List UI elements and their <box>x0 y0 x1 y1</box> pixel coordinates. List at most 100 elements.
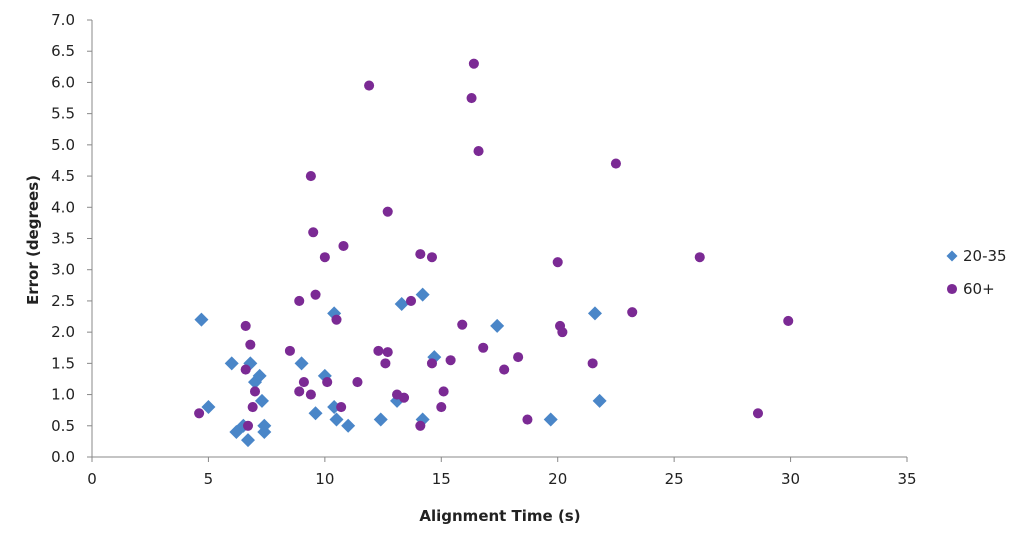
y-tick-label: 0.5 <box>51 417 75 435</box>
circle-point <box>627 307 638 318</box>
y-tick-label: 5.5 <box>51 105 75 123</box>
legend-item: 20-35 <box>946 247 1007 265</box>
circle-point <box>294 295 305 306</box>
y-tick-label: 0.0 <box>51 448 75 466</box>
series-60+ <box>194 58 794 431</box>
circle-point <box>415 420 426 431</box>
y-tick-label: 1.0 <box>51 386 75 404</box>
diamond-point <box>415 287 430 302</box>
circle-point <box>249 386 261 397</box>
diamond-point <box>257 425 272 440</box>
circle-point <box>242 420 254 431</box>
y-tick-label: 3.5 <box>51 230 75 248</box>
circle-point <box>336 402 347 413</box>
legend-label: 60+ <box>963 280 995 298</box>
diamond-point <box>294 356 309 371</box>
circle-point <box>405 295 417 306</box>
legend: 20-35 60+ <box>946 247 1007 298</box>
x-axis-title: Alignment Time (s) <box>419 507 580 525</box>
circle-point <box>445 355 456 366</box>
circle-point <box>298 377 309 388</box>
circle-point <box>478 342 489 353</box>
diamond-point <box>587 306 602 321</box>
circle-point <box>468 58 479 69</box>
circle-point <box>373 345 384 356</box>
diamond-point <box>224 356 239 371</box>
circle-point <box>240 320 251 331</box>
diamond-point <box>394 297 409 312</box>
circle-point <box>380 358 391 369</box>
circle-point <box>322 377 333 388</box>
x-tick-label: 30 <box>781 470 800 488</box>
diamond-point <box>252 368 267 383</box>
circle-point <box>310 289 321 300</box>
circle-point <box>694 252 705 263</box>
diamond-point <box>490 318 505 333</box>
diamond-point <box>373 412 388 427</box>
circle-point <box>499 364 510 375</box>
y-tick-label: 2.0 <box>51 323 75 341</box>
y-tick-label: 4.0 <box>51 198 75 216</box>
y-tick-label: 1.5 <box>51 354 75 372</box>
circle-point <box>426 252 438 263</box>
legend-marker <box>946 283 958 295</box>
series-20-35 <box>194 287 607 448</box>
diamond-point <box>254 393 269 408</box>
circle-point <box>466 92 477 104</box>
diamond-point <box>194 312 209 327</box>
diamond-point <box>543 412 558 427</box>
x-tick-label: 25 <box>665 470 684 488</box>
y-tick-label: 6.0 <box>51 73 75 91</box>
circle-point <box>352 377 363 388</box>
circle-point <box>247 402 258 413</box>
circle-point <box>305 389 316 400</box>
circle-point <box>783 315 794 326</box>
y-tick-label: 3.0 <box>51 261 75 279</box>
circle-point <box>240 364 251 375</box>
circle-point <box>436 402 447 413</box>
legend-label: 20-35 <box>963 247 1007 265</box>
circle-point <box>557 327 568 338</box>
circle-point <box>752 408 764 419</box>
circle-point <box>438 386 449 397</box>
y-tick-label: 7.0 <box>51 11 75 29</box>
diamond-point <box>308 406 323 421</box>
axes: 0.0 0.5 1.0 1.5 2.0 2.5 3.0 3.5 4.0 4.5 5.0 5.5 6.0 6… <box>51 11 916 488</box>
y-tick-label: 6.5 <box>51 42 75 60</box>
legend-marker <box>946 250 958 262</box>
circle-point <box>398 392 410 403</box>
diamond-point <box>341 418 356 433</box>
x-tick-label: 35 <box>897 470 916 488</box>
diamond-point <box>241 433 256 448</box>
circle-point <box>284 345 295 356</box>
circle-point <box>294 386 305 397</box>
circle-point <box>364 80 375 91</box>
circle-point <box>338 240 349 252</box>
data-points <box>194 58 794 448</box>
y-tick-label: 2.5 <box>51 292 75 310</box>
circle-point <box>319 252 330 263</box>
x-tick-label: 20 <box>548 470 567 488</box>
diamond-point <box>592 393 607 408</box>
circle-point <box>415 249 426 260</box>
circle-point <box>382 347 393 358</box>
circle-point <box>552 257 563 268</box>
circle-point <box>305 171 316 182</box>
circle-point <box>331 314 342 325</box>
circle-point <box>194 408 205 419</box>
circle-point <box>426 358 438 369</box>
x-tick-label: 15 <box>432 470 451 488</box>
circle-point <box>473 146 484 157</box>
circle-point <box>513 352 524 363</box>
diamond-point <box>201 400 216 415</box>
circle-point <box>587 358 598 369</box>
circle-point <box>610 158 621 169</box>
circle-point <box>382 206 393 217</box>
y-tick-label: 5.0 <box>51 136 75 154</box>
legend-item: 60+ <box>946 280 995 298</box>
x-tick-label: 0 <box>87 470 97 488</box>
y-axis-title: Error (degrees) <box>24 175 42 305</box>
circle-point <box>522 414 533 425</box>
x-tick-label: 5 <box>204 470 214 488</box>
y-tick-label: 4.5 <box>51 167 75 185</box>
